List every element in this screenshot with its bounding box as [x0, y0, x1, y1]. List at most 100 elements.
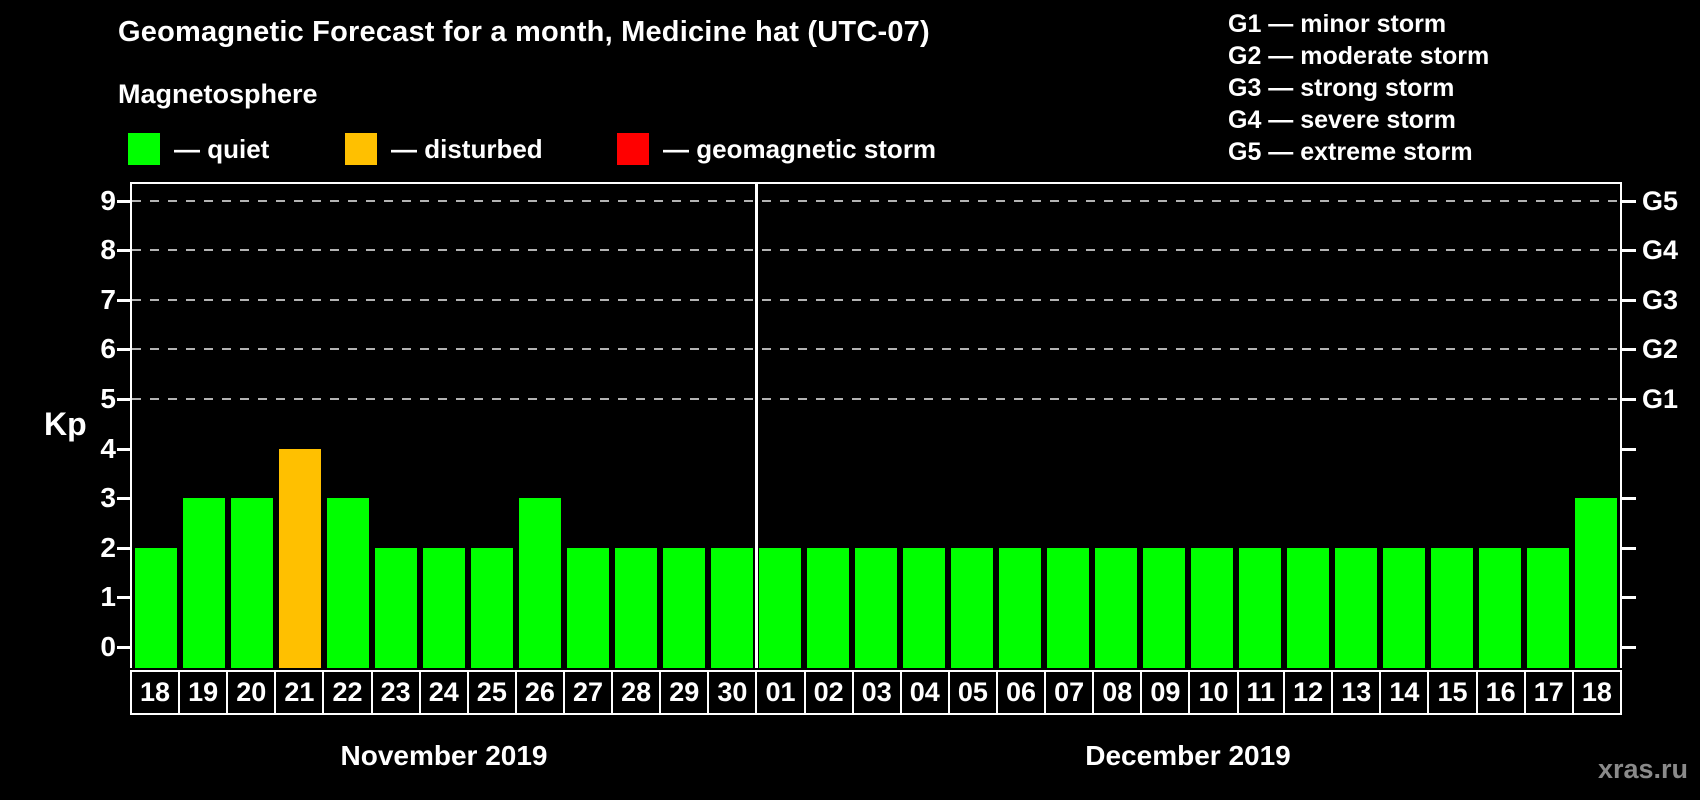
day-label-17: 17 — [1523, 670, 1574, 715]
magnetosphere-legend: — quiet — disturbed — geomagnetic storm — [0, 133, 1100, 169]
day-label-20: 20 — [226, 670, 277, 715]
day-label-23: 23 — [370, 670, 421, 715]
quiet-color-swatch — [128, 133, 160, 165]
kp-bar-day-01 — [759, 547, 801, 668]
day-label-25: 25 — [466, 670, 517, 715]
kp-bar-day-19 — [183, 498, 225, 668]
kp-bar-day-06 — [999, 547, 1041, 668]
y-tick-label-5: 5 — [100, 383, 116, 414]
day-label-05: 05 — [947, 670, 998, 715]
kp-bar-day-14 — [1383, 547, 1425, 668]
kp-bar-day-25 — [471, 547, 513, 668]
y-tick-left-6 — [117, 348, 130, 352]
y-tick-label-7: 7 — [100, 283, 116, 315]
day-label-07: 07 — [1044, 670, 1095, 715]
y-tick-label-8: 8 — [100, 234, 116, 266]
day-label-06: 06 — [995, 670, 1047, 715]
storm-scale-item-g2: G2 — moderate storm — [1228, 42, 1490, 70]
kp-bar-day-16 — [1479, 547, 1521, 668]
kp-bar-day-21 — [279, 448, 321, 668]
kp-bar-day-08 — [1095, 547, 1137, 668]
storm-scale-item-g1: G1 — minor storm — [1228, 10, 1447, 38]
kp-bar-day-03 — [855, 547, 897, 668]
storm-scale-legend: G1 — minor storm G2 — moderate storm G3 — … — [1228, 8, 1489, 168]
kp-bar-day-29 — [663, 547, 705, 668]
day-label-22: 22 — [322, 670, 373, 715]
kp-bar-day-28 — [615, 547, 657, 668]
y-tick-left-3 — [117, 497, 130, 501]
y-tick-left-1 — [117, 596, 130, 600]
kp-bar-day-02 — [807, 547, 849, 668]
day-label-10: 10 — [1188, 670, 1239, 715]
kp-bar-day-10 — [1191, 547, 1233, 668]
day-label-30: 30 — [707, 670, 758, 715]
kp-bar-day-30 — [711, 547, 753, 668]
y-tick-right-4 — [1622, 447, 1636, 451]
right-axis-label-g5: G5 — [1642, 185, 1679, 216]
kp-bar-day-22 — [327, 498, 369, 668]
day-label-12: 12 — [1283, 670, 1334, 715]
y-axis-title: Kp — [44, 406, 87, 442]
y-tick-label-6: 6 — [100, 333, 116, 365]
legend-item-storm: — geomagnetic storm — [617, 133, 936, 165]
y-tick-right-3 — [1622, 497, 1636, 501]
y-tick-right-8 — [1622, 249, 1636, 253]
kp-bar-day-12 — [1287, 547, 1329, 668]
day-label-28: 28 — [611, 670, 662, 715]
y-tick-label-9: 9 — [100, 184, 116, 216]
gridline-kp9 — [132, 199, 1620, 202]
legend-item-quiet: — quiet — [128, 133, 269, 165]
day-label-01: 01 — [755, 670, 806, 715]
gridline-kp8 — [132, 249, 1620, 252]
day-label-18: 18 — [130, 670, 181, 715]
kp-bar-day-05 — [951, 547, 993, 668]
kp-bar-day-27 — [567, 547, 609, 668]
day-label-19: 19 — [178, 670, 229, 715]
day-label-02: 02 — [803, 670, 854, 715]
kp-bar-day-04 — [903, 547, 945, 668]
legend-label-quiet: — quiet — [174, 133, 270, 164]
kp-bar-day-15 — [1431, 547, 1473, 668]
y-tick-label-3: 3 — [100, 482, 116, 514]
gridline-kp7 — [132, 298, 1620, 301]
storm-color-swatch — [617, 133, 649, 165]
day-label-18: 18 — [1571, 670, 1622, 715]
y-tick-right-9 — [1622, 199, 1636, 203]
day-axis: 18 19 20 21 22 23 24 25 26 27 28 29 30 01 02 03 04 05 06 07… — [130, 670, 1622, 715]
y-tick-left-7 — [117, 298, 130, 302]
y-tick-right-2 — [1622, 546, 1636, 550]
kp-bar-day-13 — [1335, 547, 1377, 668]
day-label-15: 15 — [1427, 670, 1478, 715]
gridline-kp5 — [132, 398, 1620, 400]
y-tick-left-2 — [117, 546, 130, 550]
day-label-13: 13 — [1331, 670, 1382, 715]
right-axis-label-g1: G1 — [1642, 384, 1679, 414]
legend-label-disturbed: — disturbed — [391, 133, 543, 164]
storm-scale-item-g3: G3 — strong storm — [1228, 74, 1455, 102]
y-tick-left-0 — [117, 646, 130, 649]
month-label-november: November 2019 — [340, 740, 548, 771]
y-tick-right-7 — [1622, 298, 1636, 302]
day-label-24: 24 — [418, 670, 469, 715]
right-axis-label-g3: G3 — [1642, 284, 1679, 315]
y-tick-right-0 — [1622, 646, 1636, 649]
kp-bar-day-26 — [519, 498, 561, 668]
day-label-27: 27 — [562, 670, 614, 715]
kp-bar-day-11 — [1239, 547, 1281, 668]
kp-bar-day-18 — [135, 547, 177, 668]
y-tick-left-8 — [117, 249, 130, 253]
y-tick-label-0: 0 — [100, 631, 116, 662]
kp-bar-day-18 — [1575, 498, 1617, 668]
y-tick-right-6 — [1622, 348, 1636, 352]
day-label-08: 08 — [1092, 670, 1143, 715]
y-tick-left-9 — [117, 199, 130, 203]
kp-bar-day-09 — [1143, 547, 1185, 668]
y-tick-label-1: 1 — [100, 581, 116, 613]
y-tick-label-2: 2 — [100, 531, 116, 563]
gridline-kp6 — [132, 348, 1620, 351]
plot-area — [130, 182, 1622, 668]
day-label-16: 16 — [1475, 670, 1526, 715]
chart-title: Geomagnetic Forecast for a month, Medici… — [118, 16, 930, 48]
day-label-26: 26 — [514, 670, 565, 715]
kp-bar-day-20 — [231, 498, 273, 668]
